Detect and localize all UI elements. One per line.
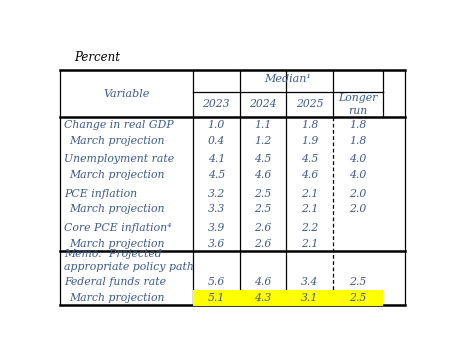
Text: 2023: 2023	[202, 99, 230, 109]
Text: 2.6: 2.6	[254, 239, 271, 249]
Text: 5.6: 5.6	[207, 277, 225, 287]
Text: 2.2: 2.2	[301, 223, 318, 233]
Text: 4.5: 4.5	[301, 154, 318, 164]
Text: 2.1: 2.1	[301, 189, 318, 199]
Text: 3.9: 3.9	[207, 223, 225, 233]
Text: 2.5: 2.5	[254, 189, 271, 199]
Text: 4.3: 4.3	[254, 293, 271, 303]
Text: 4.1: 4.1	[207, 154, 225, 164]
Text: 2024: 2024	[249, 99, 276, 109]
Text: March projection: March projection	[69, 170, 164, 180]
Text: 2.5: 2.5	[254, 204, 271, 214]
Text: Percent: Percent	[74, 51, 120, 64]
Text: Change in real GDP: Change in real GDP	[64, 120, 173, 130]
Text: 4.0: 4.0	[349, 170, 366, 180]
Text: 2025: 2025	[296, 99, 323, 109]
Text: 2.6: 2.6	[254, 223, 271, 233]
Text: 1.2: 1.2	[254, 135, 271, 146]
Text: Median¹: Median¹	[264, 74, 311, 84]
Text: 4.5: 4.5	[207, 170, 225, 180]
Text: 3.1: 3.1	[301, 293, 318, 303]
Text: 3.4: 3.4	[301, 277, 318, 287]
Text: 0.4: 0.4	[207, 135, 225, 146]
Text: PCE inflation: PCE inflation	[64, 189, 137, 199]
Text: March projection: March projection	[69, 239, 164, 249]
Text: 2.5: 2.5	[349, 293, 366, 303]
Text: 2.1: 2.1	[301, 204, 318, 214]
Text: 2.0: 2.0	[349, 204, 366, 214]
Text: 4.0: 4.0	[349, 154, 366, 164]
Text: Federal funds rate: Federal funds rate	[64, 277, 166, 287]
Text: March projection: March projection	[69, 204, 164, 214]
Text: Core PCE inflation⁴: Core PCE inflation⁴	[64, 223, 171, 233]
Text: 1.0: 1.0	[207, 120, 225, 130]
Text: 1.1: 1.1	[254, 120, 271, 130]
Text: 5.1: 5.1	[207, 293, 225, 303]
Bar	[193, 290, 383, 305]
Text: March projection: March projection	[69, 293, 164, 303]
Text: Memo:  Projected
appropriate policy path: Memo: Projected appropriate policy path	[64, 249, 194, 273]
Text: 3.6: 3.6	[207, 239, 225, 249]
Text: 1.8: 1.8	[349, 120, 366, 130]
Text: Unemployment rate: Unemployment rate	[64, 154, 174, 164]
Text: 2.0: 2.0	[349, 189, 366, 199]
Text: 4.5: 4.5	[254, 154, 271, 164]
Text: 4.6: 4.6	[254, 277, 271, 287]
Text: 4.6: 4.6	[254, 170, 271, 180]
Text: 4.6: 4.6	[301, 170, 318, 180]
Text: 2.1: 2.1	[301, 239, 318, 249]
Text: Variable: Variable	[104, 89, 150, 99]
Text: 3.2: 3.2	[207, 189, 225, 199]
Text: 2.5: 2.5	[349, 277, 366, 287]
Text: March projection: March projection	[69, 135, 164, 146]
Text: 1.8: 1.8	[301, 120, 318, 130]
Text: 1.9: 1.9	[301, 135, 318, 146]
Text: Longer
run: Longer run	[338, 93, 377, 116]
Text: 3.3: 3.3	[207, 204, 225, 214]
Text: 1.8: 1.8	[349, 135, 366, 146]
